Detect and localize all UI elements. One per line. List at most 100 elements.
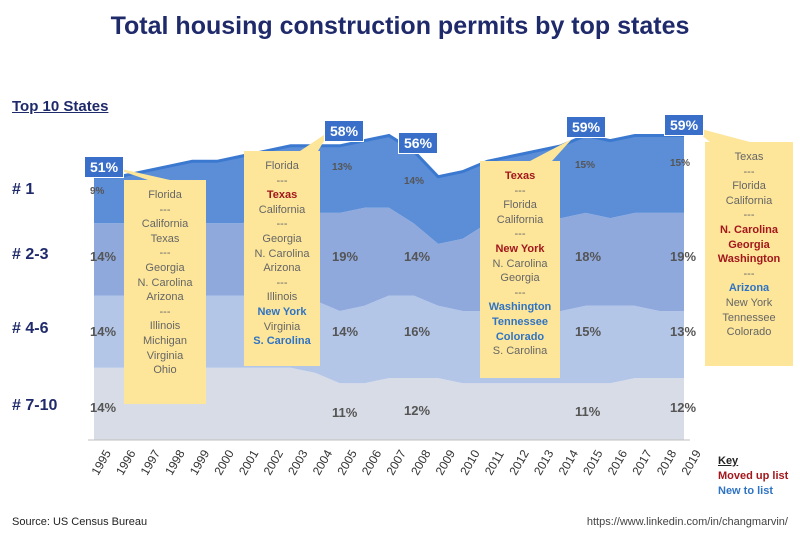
state-name: Florida	[732, 180, 766, 193]
total-share-badge: 58%	[324, 120, 365, 142]
note-divider: ---	[743, 209, 755, 222]
state-name: Tennessee	[491, 315, 549, 328]
total-share-badge: 51%	[84, 156, 125, 178]
state-name: Georgia	[500, 272, 540, 285]
segment-share-label: 14%	[332, 324, 359, 339]
state-name: Florida	[148, 189, 182, 201]
segment-share-label: 14%	[404, 249, 431, 264]
segment-share-label: 13%	[332, 162, 353, 173]
x-tick-label: 1997	[138, 447, 164, 477]
state-name: Ohio	[153, 364, 177, 377]
rank-label-7-10: # 7-10	[12, 397, 58, 414]
x-tick-label: 2016	[605, 447, 631, 477]
rank-label-4-6: # 4-6	[12, 320, 49, 337]
state-name: N. Carolina	[492, 257, 548, 270]
x-tick-label: 2005	[334, 447, 360, 477]
x-tick-label: 2000	[211, 447, 237, 477]
state-name: Arizona	[263, 262, 301, 275]
state-name: Texas	[266, 189, 298, 202]
state-name: Georgia	[262, 232, 302, 245]
state-name: Tennessee	[722, 311, 776, 324]
source-note: Source: US Census Bureau	[12, 516, 148, 528]
total-share-badge: 59%	[566, 116, 607, 138]
state-name: N. Carolina	[137, 276, 193, 289]
x-tick-label: 2019	[678, 447, 704, 477]
note-divider: ---	[276, 276, 288, 289]
x-tick-label: 2018	[654, 447, 680, 477]
segment-share-label: 15%	[670, 158, 691, 169]
area-rank-7-10	[94, 367, 684, 440]
state-list-note: Florida --- Texas California --- Georgia N. Ca…	[244, 151, 320, 366]
segment-share-label: 13%	[670, 324, 697, 339]
chart-title: Total housing construction permits by to…	[110, 12, 690, 40]
state-name: New York	[725, 296, 773, 309]
segment-share-label: 11%	[575, 404, 601, 419]
x-tick-label: 1998	[162, 447, 188, 477]
note-divider: ---	[514, 228, 526, 241]
state-name: Virginia	[146, 349, 184, 362]
segment-share-label: 16%	[404, 324, 431, 339]
state-name: Georgia	[728, 238, 770, 251]
note-divider: ---	[159, 247, 171, 260]
total-share-badge: 56%	[398, 132, 439, 154]
callout-pointer	[530, 139, 572, 161]
x-tick-label: 1999	[187, 447, 213, 477]
state-name: Colorado	[726, 326, 772, 339]
key-moved-up: Moved up list	[718, 470, 789, 482]
x-tick-label: 2014	[556, 447, 582, 477]
segment-share-label: 14%	[90, 324, 117, 339]
state-name: New York	[495, 242, 545, 255]
segment-share-label: 9%	[90, 186, 105, 197]
segment-share-label: 19%	[670, 249, 697, 264]
state-name: Colorado	[495, 330, 545, 343]
rank-label-2-3: # 2-3	[12, 246, 49, 263]
note-divider: ---	[743, 165, 755, 178]
x-tick-label: 2006	[359, 447, 385, 477]
key-title: Key	[718, 455, 739, 467]
state-name: N. Carolina	[719, 223, 779, 236]
state-name: Arizona	[146, 291, 184, 304]
x-tick-label: 2002	[261, 447, 287, 477]
state-name: California	[141, 218, 189, 231]
segment-share-label: 14%	[90, 400, 117, 415]
key-new-to-list: New to list	[718, 485, 774, 497]
note-divider: ---	[159, 305, 171, 318]
note-divider: ---	[743, 267, 755, 280]
x-tick-label: 2011	[482, 448, 507, 478]
segment-share-label: 11%	[332, 405, 358, 420]
x-tick-label: 1995	[88, 447, 114, 477]
segment-share-label: 14%	[404, 176, 425, 187]
x-tick-label: 2012	[506, 447, 532, 477]
state-name: California	[496, 213, 544, 226]
total-share-badge: 59%	[664, 114, 705, 136]
note-divider: ---	[514, 286, 526, 299]
state-list-note: Florida --- California Texas --- Georgia N. Ca…	[124, 180, 206, 404]
segment-share-label: 18%	[575, 249, 602, 264]
segment-share-label: 19%	[332, 249, 359, 264]
state-name: Florida	[503, 199, 537, 212]
state-list-note: Texas --- Florida California --- N. Carolina G…	[705, 142, 793, 366]
state-list-note: Texas --- Florida California --- New York N. C…	[480, 161, 560, 378]
note-divider: ---	[276, 174, 288, 187]
author-link[interactable]: https://www.linkedin.com/in/changmarvin/	[586, 516, 788, 528]
state-name: Illinois	[266, 291, 298, 304]
state-name: Arizona	[728, 282, 770, 295]
state-name: California	[258, 203, 306, 216]
state-name: S. Carolina	[253, 335, 311, 348]
state-name: S. Carolina	[492, 345, 548, 358]
state-name: New York	[257, 305, 307, 318]
state-name: Florida	[265, 160, 299, 172]
note-divider: ---	[276, 218, 288, 231]
x-tick-label: 2008	[408, 447, 434, 477]
segment-share-label: 15%	[575, 160, 596, 171]
x-tick-label: 2017	[629, 447, 655, 477]
callout-pointer	[300, 131, 330, 151]
x-tick-label: 1996	[113, 447, 139, 477]
state-name: Virginia	[263, 320, 301, 333]
x-tick-label: 2010	[457, 447, 483, 477]
state-name: Texas	[150, 232, 180, 245]
state-name: Georgia	[145, 261, 185, 274]
segment-share-label: 12%	[404, 403, 431, 418]
x-tick-label: 2004	[310, 447, 336, 477]
